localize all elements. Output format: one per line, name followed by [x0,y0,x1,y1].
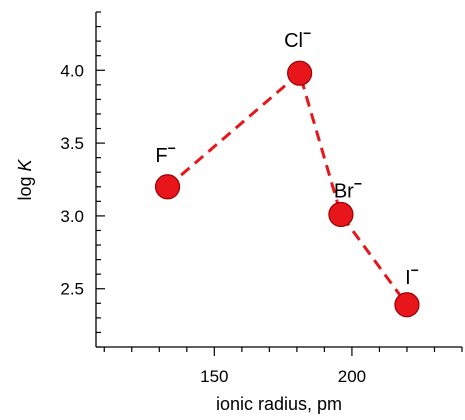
charge-superscript: − [411,262,419,278]
data-point-label: Br− [334,175,362,202]
data-point [394,292,420,318]
y-tick-label: 2.5 [60,280,84,299]
charge-superscript: − [303,25,311,41]
charge-superscript: − [168,140,176,156]
data-point-label: F− [155,140,175,167]
data-point [328,201,354,228]
axes: 2.5 3.0 3.5 4.0 150 200 [60,11,463,386]
data-point-label: I− [405,262,419,289]
data-point [154,174,181,200]
data-point [287,60,313,86]
x-axis-label: ionic radius, pm [216,394,342,414]
series-line [166,70,409,306]
y-tick-label: 3.0 [60,207,84,226]
markers-group [154,60,420,318]
series-group [166,70,409,306]
charge-superscript: − [354,175,362,191]
point-labels-group: F− Cl− Br− I− [155,25,418,289]
data-point-label: Cl− [284,25,311,52]
y-axis-label-italic: K [15,158,35,171]
x-tick-label: 150 [200,367,228,386]
y-tick-label: 3.5 [60,134,84,153]
y-axis-label: log K [15,158,35,200]
x-tick-label: 200 [338,367,366,386]
y-axis-label-main: log [15,171,35,200]
y-tick-label: 4.0 [60,61,84,80]
